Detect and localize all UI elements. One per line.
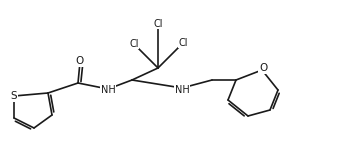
Text: O: O bbox=[259, 63, 267, 73]
Text: Cl: Cl bbox=[153, 19, 163, 29]
Text: S: S bbox=[11, 91, 17, 101]
Text: NH: NH bbox=[101, 85, 115, 95]
Text: Cl: Cl bbox=[129, 39, 139, 49]
Text: O: O bbox=[76, 56, 84, 66]
Text: Cl: Cl bbox=[178, 38, 188, 48]
Text: NH: NH bbox=[175, 85, 190, 95]
